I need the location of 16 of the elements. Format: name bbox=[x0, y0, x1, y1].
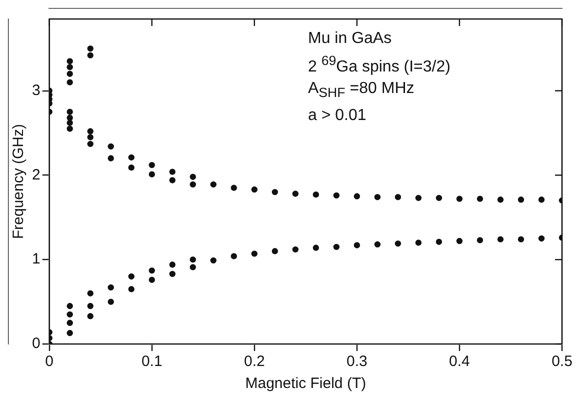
y-tick-label: 3 bbox=[32, 82, 40, 99]
x-tick-label: 0.2 bbox=[244, 353, 265, 370]
y-axis-title: Frequency (GHz) bbox=[10, 124, 28, 240]
y-tick-label: 2 bbox=[32, 166, 40, 184]
annotation: a > 0.01 bbox=[308, 106, 368, 126]
x-tick-label: 0 bbox=[45, 353, 54, 370]
y-tick-label: 1 bbox=[32, 250, 40, 268]
x-tick-label: 0.1 bbox=[141, 353, 162, 370]
x-tick-label: 0.3 bbox=[346, 353, 368, 370]
y-tick-label: 0 bbox=[32, 335, 40, 352]
x-tick-label: 0.4 bbox=[449, 353, 470, 370]
annotation: 2 $^{69}$Ga spins (I=3/2) bbox=[308, 52, 450, 78]
x-tick-label: 0.5 bbox=[552, 353, 572, 370]
annotation: Mu in GaAs bbox=[308, 29, 393, 49]
x-axis-title: Magnetic Field (T) bbox=[245, 375, 366, 392]
annotation: A$_{SHF}$ =80 MHz bbox=[308, 79, 416, 103]
